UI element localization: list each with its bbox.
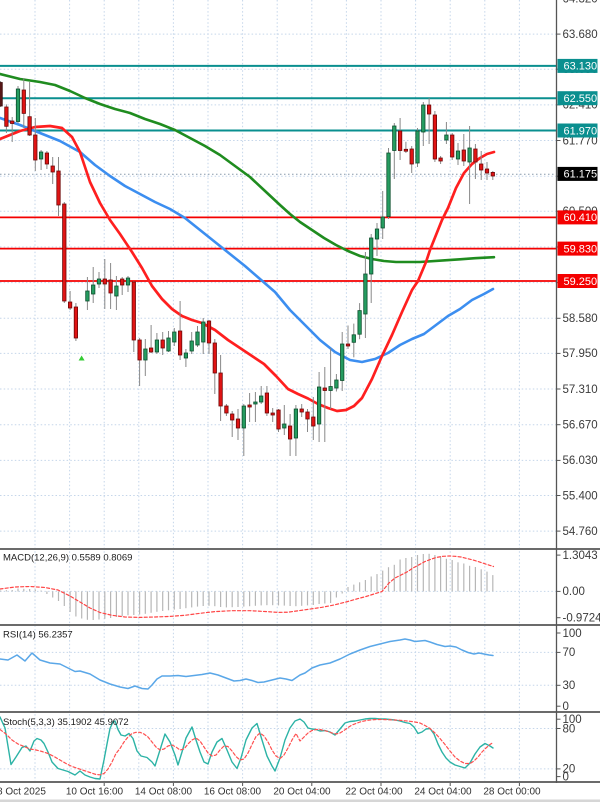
svg-text:1.3043: 1.3043 bbox=[563, 550, 598, 562]
svg-text:54.760: 54.760 bbox=[563, 526, 598, 538]
svg-text:57.310: 57.310 bbox=[563, 384, 598, 396]
svg-text:70: 70 bbox=[563, 647, 576, 659]
svg-text:0: 0 bbox=[563, 771, 569, 783]
svg-text:30: 30 bbox=[563, 680, 576, 692]
svg-text:28 Oct 00:00: 28 Oct 00:00 bbox=[483, 787, 541, 798]
svg-text:MACD(12,26,9) 0.5589 0.8069: MACD(12,26,9) 0.5589 0.8069 bbox=[3, 553, 132, 564]
svg-text:64.320: 64.320 bbox=[563, 0, 598, 5]
svg-text:Stoch(5,3,3) 35.1902 45.9072: Stoch(5,3,3) 35.1902 45.9072 bbox=[3, 717, 129, 728]
svg-text:60.410: 60.410 bbox=[564, 212, 598, 224]
svg-text:80: 80 bbox=[563, 723, 576, 735]
svg-text:62.550: 62.550 bbox=[564, 93, 598, 105]
svg-text:63.680: 63.680 bbox=[563, 29, 598, 41]
svg-text:0: 0 bbox=[563, 701, 569, 713]
svg-text:10 Oct 16:00: 10 Oct 16:00 bbox=[66, 787, 124, 798]
svg-text:57.950: 57.950 bbox=[563, 348, 598, 360]
svg-text:-0.9724: -0.9724 bbox=[563, 613, 600, 625]
svg-text:61.970: 61.970 bbox=[564, 125, 598, 137]
svg-text:8 Oct 2025: 8 Oct 2025 bbox=[0, 787, 46, 798]
svg-text:14 Oct 08:00: 14 Oct 08:00 bbox=[135, 787, 193, 798]
svg-text:16 Oct 08:00: 16 Oct 08:00 bbox=[204, 787, 262, 798]
svg-text:63.130: 63.130 bbox=[564, 61, 598, 73]
svg-text:24 Oct 04:00: 24 Oct 04:00 bbox=[414, 787, 472, 798]
svg-text:61.175: 61.175 bbox=[564, 169, 598, 181]
svg-text:100: 100 bbox=[563, 628, 582, 640]
svg-text:59.250: 59.250 bbox=[564, 276, 598, 288]
svg-text:56.670: 56.670 bbox=[563, 420, 598, 432]
svg-text:56.030: 56.030 bbox=[563, 455, 598, 467]
svg-text:55.400: 55.400 bbox=[563, 490, 598, 502]
svg-text:58.580: 58.580 bbox=[563, 313, 598, 325]
svg-text:22 Oct 04:00: 22 Oct 04:00 bbox=[345, 787, 403, 798]
svg-text:20 Oct 04:00: 20 Oct 04:00 bbox=[273, 787, 331, 798]
svg-text:0.00: 0.00 bbox=[563, 586, 585, 598]
svg-text:59.830: 59.830 bbox=[564, 243, 598, 255]
svg-text:RSI(14) 56.2357: RSI(14) 56.2357 bbox=[3, 630, 73, 641]
